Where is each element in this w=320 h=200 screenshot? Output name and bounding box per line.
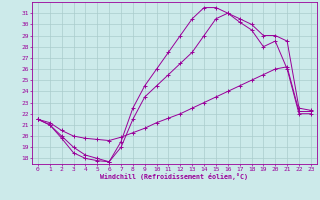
- X-axis label: Windchill (Refroidissement éolien,°C): Windchill (Refroidissement éolien,°C): [100, 173, 248, 180]
